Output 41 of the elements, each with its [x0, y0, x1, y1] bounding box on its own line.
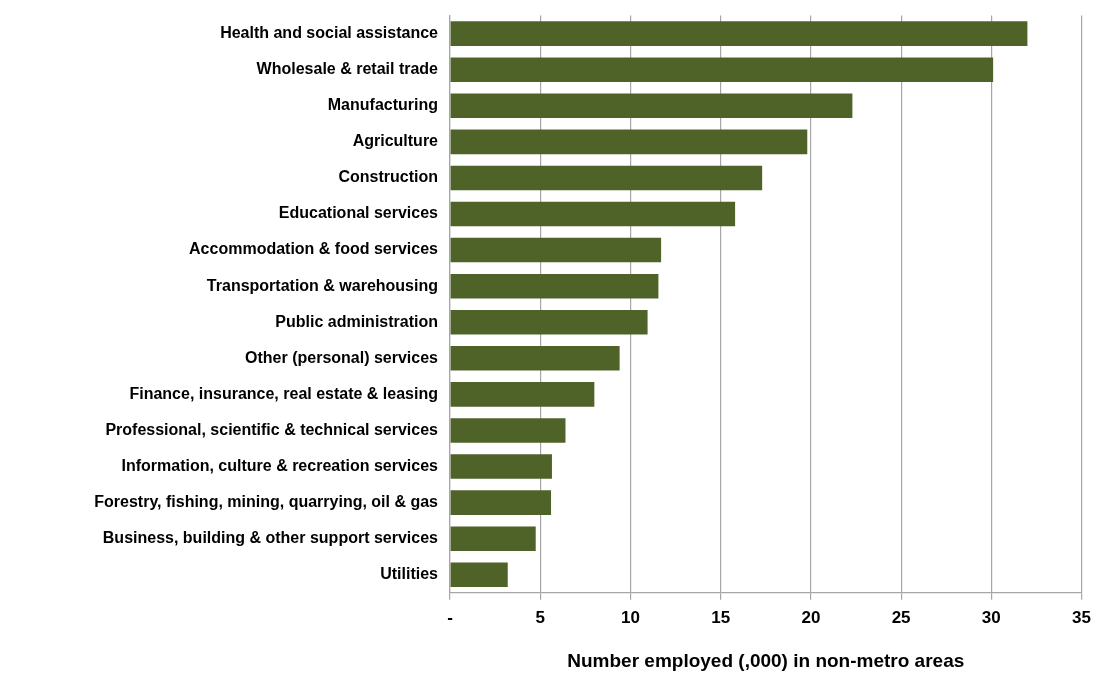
- bar: [450, 309, 648, 335]
- x-tick-label: 5: [535, 607, 545, 627]
- y-tick-label: Accommodation & food services: [189, 240, 439, 258]
- y-tick-label: Manufacturing: [327, 96, 438, 114]
- bar: [450, 490, 552, 515]
- bar: [450, 418, 566, 443]
- y-tick-label: Wholesale & retail trade: [256, 60, 439, 78]
- y-tick-label: Finance, insurance, real estate & leasing: [129, 384, 438, 402]
- y-tick-label: Utilities: [380, 565, 439, 583]
- x-tick-label: 25: [891, 607, 911, 627]
- y-tick-label: Health and social assistance: [220, 24, 439, 42]
- bar: [450, 57, 994, 82]
- y-tick-label: Forestry, fishing, mining, quarrying, oil & gas: [94, 493, 439, 511]
- x-tick-label: 30: [981, 607, 1001, 627]
- y-tick-label: Construction: [338, 168, 438, 186]
- y-tick-label: Public administration: [275, 312, 438, 330]
- bar: [450, 562, 508, 588]
- x-tick-label: 20: [801, 607, 821, 627]
- y-tick-label: Educational services: [278, 204, 439, 222]
- bar: [450, 454, 552, 479]
- y-tick-label: Other (personal) services: [245, 348, 439, 366]
- x-tick-label: 35: [1072, 607, 1092, 627]
- y-tick-label: Transportation & warehousing: [206, 276, 438, 294]
- bar: [450, 93, 853, 119]
- y-tick-label: Information, culture & recreation services: [121, 456, 439, 474]
- bar: [450, 382, 595, 407]
- y-tick-label: Business, building & other support services: [102, 529, 439, 547]
- bar: [450, 526, 536, 551]
- x-tick-label: 10: [620, 607, 640, 627]
- x-axis-title: Number employed (,000) in non-metro areas: [567, 649, 965, 671]
- x-tick-label: 15: [711, 607, 731, 627]
- y-tick-label: Agriculture: [352, 132, 439, 150]
- bar: [450, 346, 620, 371]
- bar: [450, 201, 736, 227]
- bar: [450, 129, 808, 155]
- bar: [450, 273, 659, 299]
- bar: [450, 21, 1028, 46]
- bar: [450, 165, 763, 191]
- x-tick-label: -: [447, 607, 453, 627]
- y-tick-label: Professional, scientific & technical services: [105, 420, 439, 438]
- bar: [450, 237, 662, 263]
